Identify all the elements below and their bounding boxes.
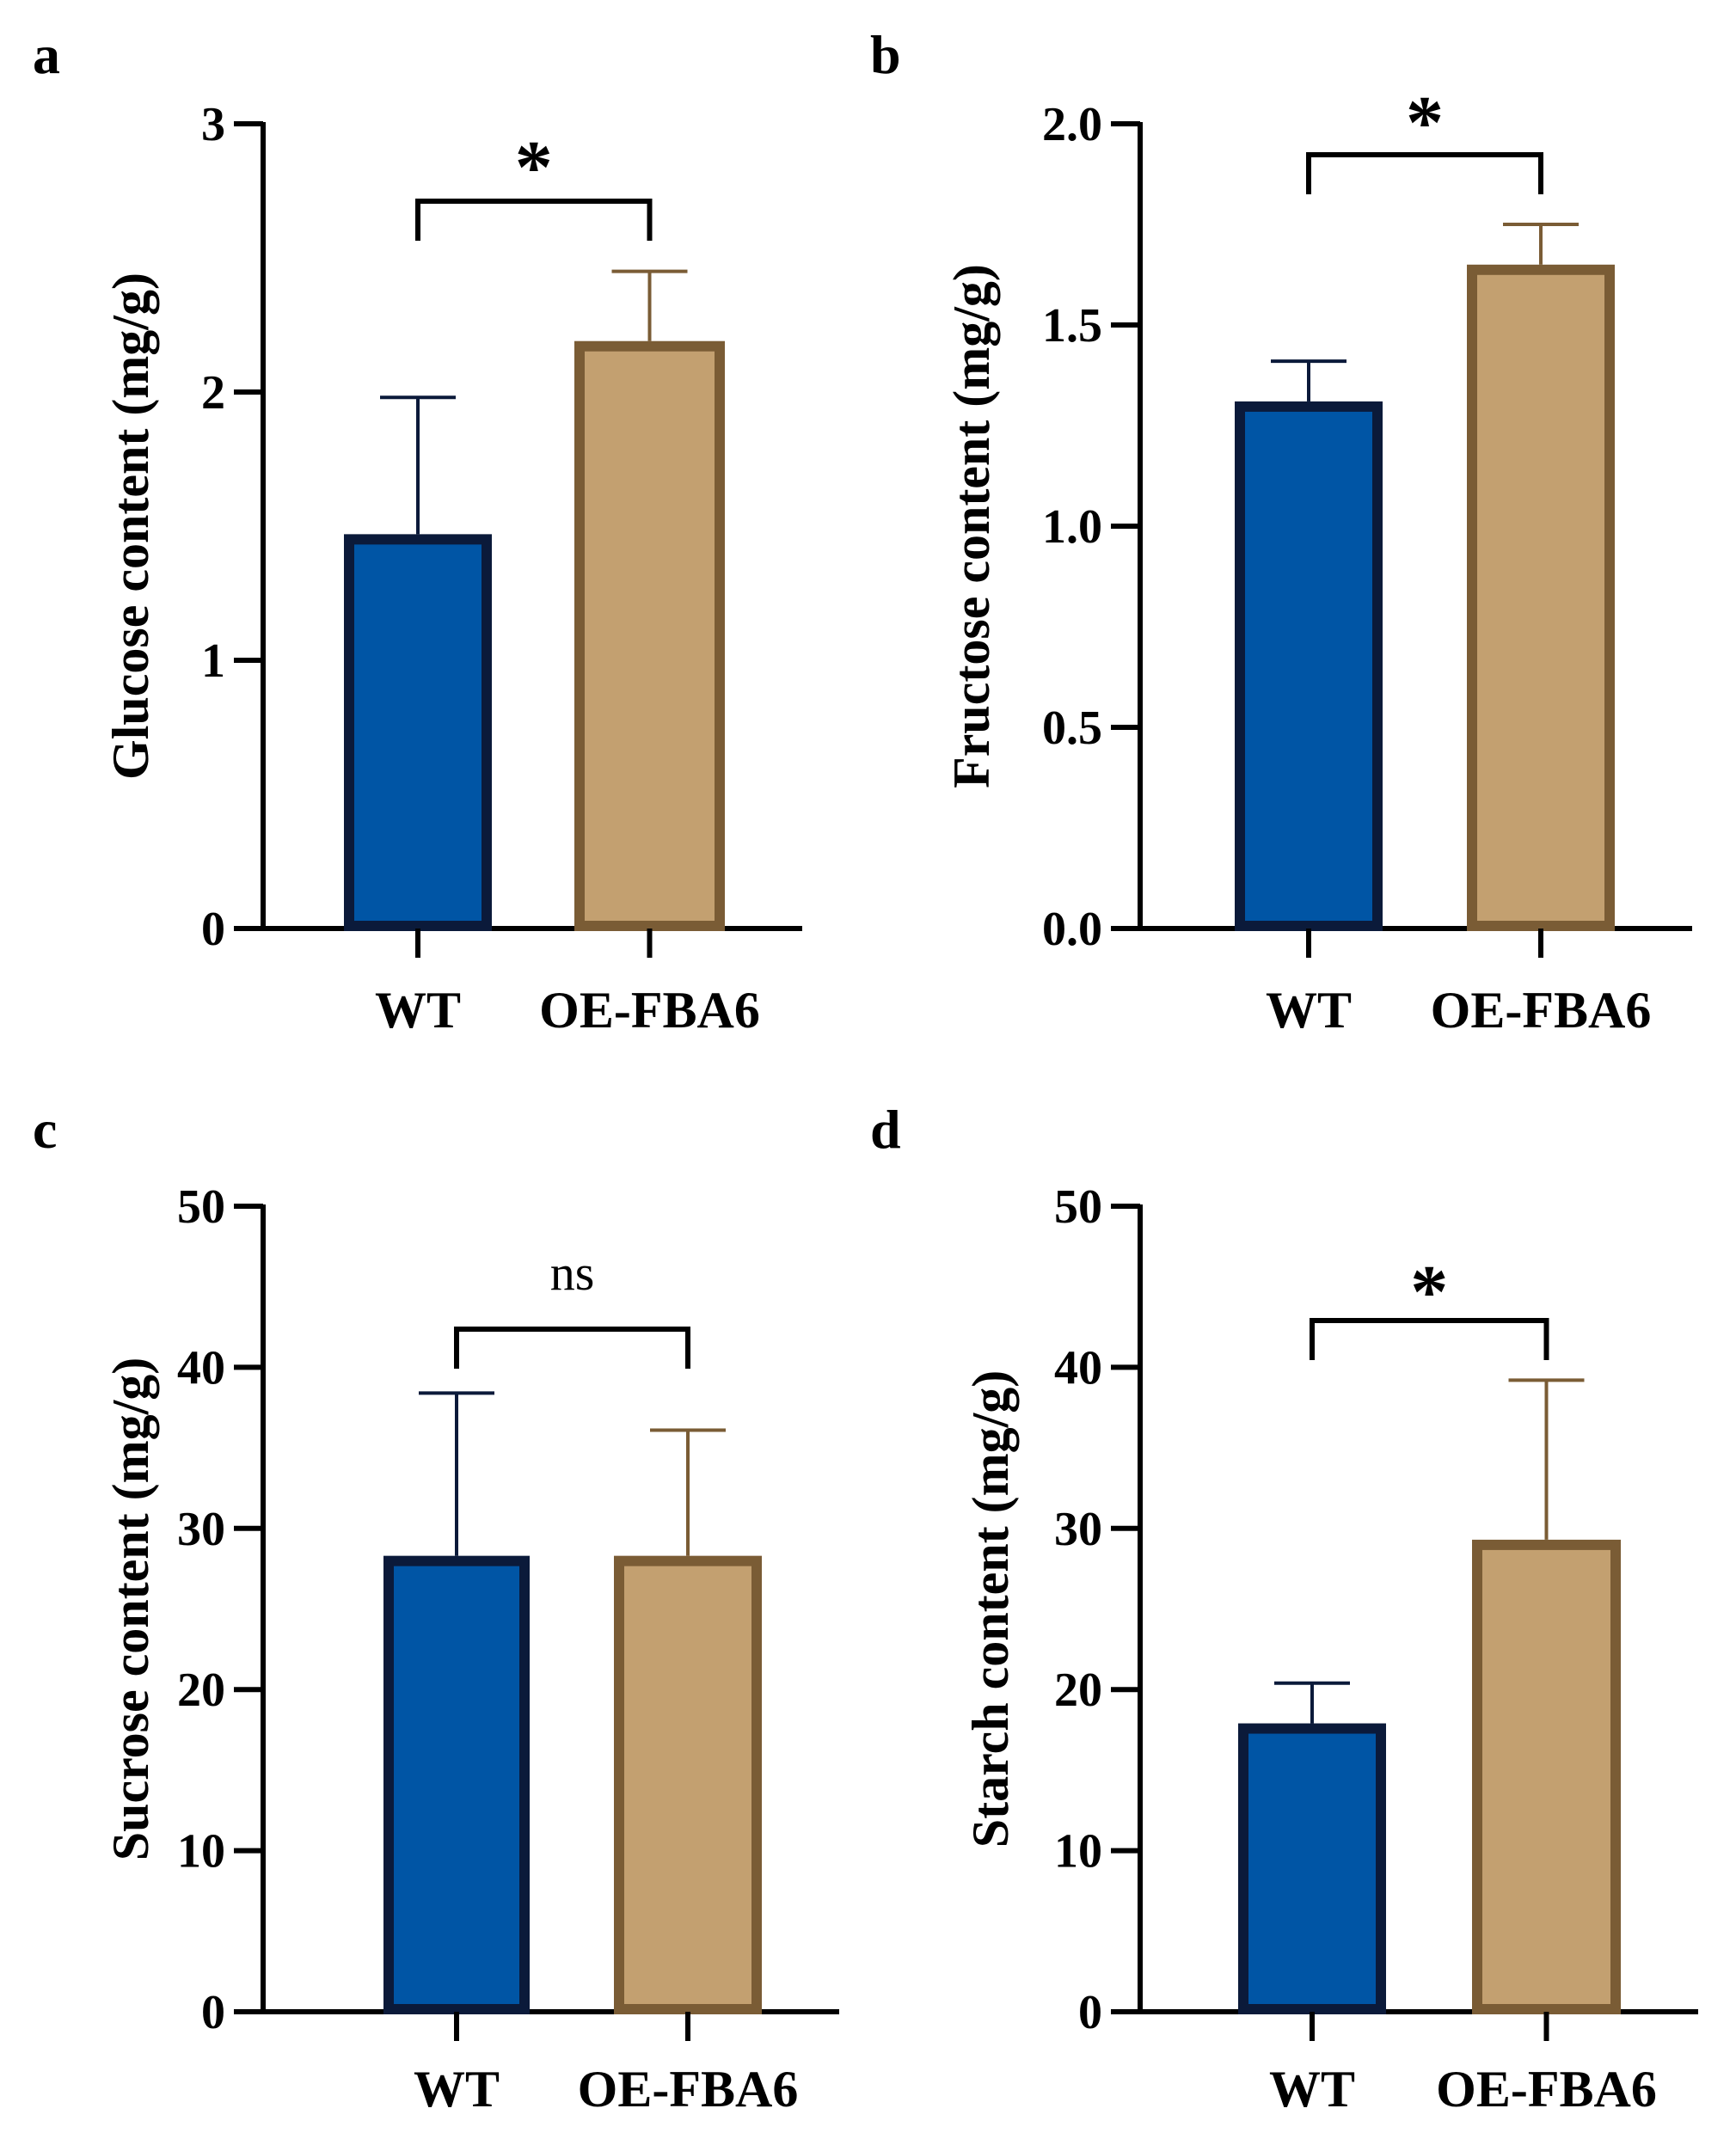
significance-label: * xyxy=(1410,1251,1448,1334)
y-tick-label: 0 xyxy=(201,903,225,956)
panel-c: c Sucrose content (mg/g) 0 10 20 30 40 50 WT OE-F… xyxy=(33,1099,839,2118)
y-tick-label: 50 xyxy=(1054,1180,1102,1234)
y-tick-label: 0.5 xyxy=(1042,702,1102,755)
y-tick-label: 50 xyxy=(177,1180,225,1234)
panel-label-b: b xyxy=(870,24,901,85)
bar-wt xyxy=(344,534,492,931)
x-tick-label: WT xyxy=(414,2061,500,2118)
x-tick-label: OE-FBA6 xyxy=(1431,982,1652,1039)
y-tick-label: 2.0 xyxy=(1042,98,1102,151)
significance-bracket xyxy=(415,199,653,241)
bar-wt xyxy=(1238,1723,1386,2014)
y-tick-label: 3 xyxy=(201,98,225,151)
y-axis-label: Starch content (mg/g) xyxy=(962,1370,1019,1848)
y-tick-label: 1.5 xyxy=(1042,299,1102,352)
y-tick-label: 30 xyxy=(177,1503,225,1556)
y-tick-label: 0 xyxy=(1078,1986,1102,2039)
significance-label: * xyxy=(515,126,553,210)
y-tick-label: 30 xyxy=(1054,1503,1102,1556)
y-tick-label: 40 xyxy=(1054,1341,1102,1394)
x-tick-label: OE-FBA6 xyxy=(578,2061,799,2118)
x-tick-label: WT xyxy=(1266,982,1352,1039)
bar-wt xyxy=(1235,401,1383,932)
panel-label-a: a xyxy=(33,24,60,85)
bar-oe-fba6 xyxy=(574,340,725,932)
significance-label: * xyxy=(1406,82,1444,165)
significance-label: ns xyxy=(550,1245,595,1301)
x-tick-label: WT xyxy=(375,982,461,1039)
significance-bracket xyxy=(1306,152,1543,194)
x-tick-label: OE-FBA6 xyxy=(539,982,760,1039)
y-tick-label: 2 xyxy=(201,366,225,420)
y-tick-label: 10 xyxy=(177,1825,225,1879)
bar-wt xyxy=(383,1555,530,2014)
y-tick-label: 10 xyxy=(1054,1825,1102,1879)
y-tick-label: 20 xyxy=(1054,1664,1102,1717)
y-tick-label: 40 xyxy=(177,1341,225,1394)
bar-oe-fba6 xyxy=(1472,1539,1621,2014)
significance-bracket xyxy=(454,1327,690,1369)
x-tick-label: OE-FBA6 xyxy=(1436,2061,1657,2118)
panel-label-d: d xyxy=(870,1099,901,1160)
panel-a: a Glucose content (mg/g) 0 1 2 3 WT OE-FBA6 * xyxy=(33,24,802,1039)
y-axis-label: Fructose content (mg/g) xyxy=(943,264,1000,788)
panel-label-c: c xyxy=(33,1099,57,1160)
bar-oe-fba6 xyxy=(614,1555,762,2014)
y-axis-label: Sucrose content (mg/g) xyxy=(102,1358,159,1860)
y-axis-label: Glucose content (mg/g) xyxy=(102,273,159,780)
bar-oe-fba6 xyxy=(1467,264,1615,931)
panel-b: b Fructose content (mg/g) 0.0 0.5 1.0 1.5 2.0 W… xyxy=(870,24,1692,1039)
y-tick-label: 0.0 xyxy=(1042,903,1102,956)
y-tick-label: 0 xyxy=(201,1986,225,2039)
y-tick-label: 20 xyxy=(177,1664,225,1717)
panel-d: d Starch content (mg/g) 0 10 20 30 40 50 WT OE-FB… xyxy=(870,1099,1698,2118)
x-tick-label: WT xyxy=(1269,2061,1355,2118)
y-tick-label: 1 xyxy=(201,634,225,688)
significance-bracket xyxy=(1310,1318,1549,1360)
y-tick-label: 1.0 xyxy=(1042,500,1102,554)
